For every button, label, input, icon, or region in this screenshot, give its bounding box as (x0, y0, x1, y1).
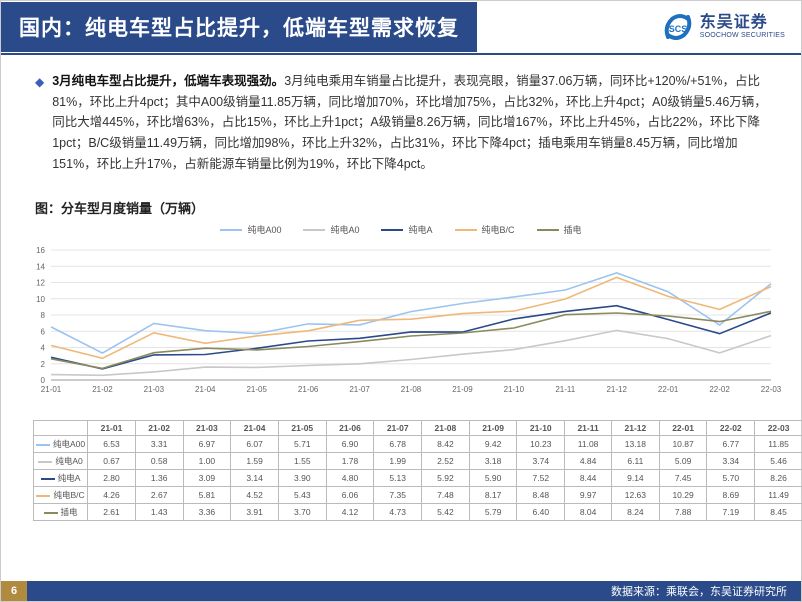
svg-text:22-01: 22-01 (658, 385, 679, 394)
body-paragraph: ◆ 3月纯电车型占比提升，低端车表现强劲。3月纯电乘用车销量占比提升，表现亮眼，… (1, 55, 801, 180)
legend-label: 插电 (564, 223, 582, 236)
svg-text:21-08: 21-08 (401, 385, 422, 394)
svg-text:21-09: 21-09 (452, 385, 473, 394)
legend-label: 纯电A0 (330, 223, 359, 236)
svg-text:21-01: 21-01 (41, 385, 62, 394)
svg-text:SCS: SCS (668, 24, 687, 34)
data-table: 21-0121-0221-0321-0421-0521-0621-0721-08… (33, 420, 802, 521)
chart-legend: 纯电A00 纯电A0 纯电A 纯电B/C 插电 (17, 221, 785, 240)
legend-label: 纯电A00 (247, 223, 281, 236)
svg-text:21-07: 21-07 (349, 385, 370, 394)
chart-title: 图：分车型月度销量（万辆） (1, 180, 801, 221)
legend-item: 纯电A (381, 223, 432, 236)
svg-text:4: 4 (41, 344, 46, 353)
chart-container: 纯电A00纯电A0纯电A纯电B/C插电 024681012141621-0121… (1, 221, 801, 521)
svg-text:2: 2 (41, 360, 46, 369)
svg-text:21-04: 21-04 (195, 385, 216, 394)
logo-text-en: SOOCHOW SECURITIES (700, 32, 785, 40)
svg-text:21-11: 21-11 (555, 385, 575, 394)
legend-swatch (455, 229, 477, 231)
paragraph-rest: 3月纯电乘用车销量占比提升，表现亮眼，销量37.06万辆，同环比+120%/+5… (52, 74, 767, 171)
legend-label: 纯电A (408, 223, 432, 236)
page-title: 国内：纯电车型占比提升，低端车型需求恢复 (1, 2, 477, 52)
svg-text:21-03: 21-03 (144, 385, 165, 394)
svg-text:21-06: 21-06 (298, 385, 319, 394)
svg-text:14: 14 (36, 262, 45, 271)
svg-text:21-10: 21-10 (504, 385, 525, 394)
page-number: 6 (1, 581, 27, 601)
svg-text:21-02: 21-02 (92, 385, 113, 394)
svg-text:0: 0 (41, 376, 46, 385)
svg-text:21-12: 21-12 (606, 385, 627, 394)
legend-item: 纯电A0 (303, 223, 359, 236)
legend-swatch (537, 229, 559, 231)
paragraph-lead: 3月纯电车型占比提升，低端车表现强劲。 (52, 74, 284, 88)
line-chart: 0 2 4 6 8 10 12 14 16 21-01 21-02 21-03 21-04 21-05 21… (17, 240, 787, 420)
svg-text:22-02: 22-02 (709, 385, 730, 394)
footer-source: 数据来源：乘联会，东吴证券研究所 (27, 581, 801, 601)
footer: 6 数据来源：乘联会，东吴证券研究所 (1, 581, 801, 601)
svg-text:8: 8 (41, 311, 46, 320)
header-bar: 国内：纯电车型占比提升，低端车型需求恢复 SCS 东吴证券 SOOCHOW SE… (1, 1, 801, 55)
svg-text:10: 10 (36, 295, 45, 304)
legend-item: 插电 (537, 223, 582, 236)
bullet-diamond-icon: ◆ (35, 71, 44, 174)
legend-item: 纯电B/C (455, 223, 515, 236)
svg-text:22-03: 22-03 (761, 385, 782, 394)
legend-item: 纯电A00 (220, 223, 281, 236)
svg-text:6: 6 (41, 327, 46, 336)
legend-swatch (220, 229, 242, 231)
company-logo: SCS 东吴证券 SOOCHOW SECURITIES (662, 11, 801, 43)
svg-text:21-05: 21-05 (246, 385, 267, 394)
svg-text:16: 16 (36, 246, 45, 255)
svg-text:12: 12 (36, 279, 45, 288)
logo-text-cn: 东吴证券 (700, 14, 785, 32)
paragraph-text: 3月纯电车型占比提升，低端车表现强劲。3月纯电乘用车销量占比提升，表现亮眼，销量… (52, 71, 767, 174)
legend-swatch (303, 229, 325, 231)
legend-label: 纯电B/C (482, 223, 515, 236)
legend-swatch (381, 229, 403, 231)
logo-icon: SCS (662, 11, 694, 43)
